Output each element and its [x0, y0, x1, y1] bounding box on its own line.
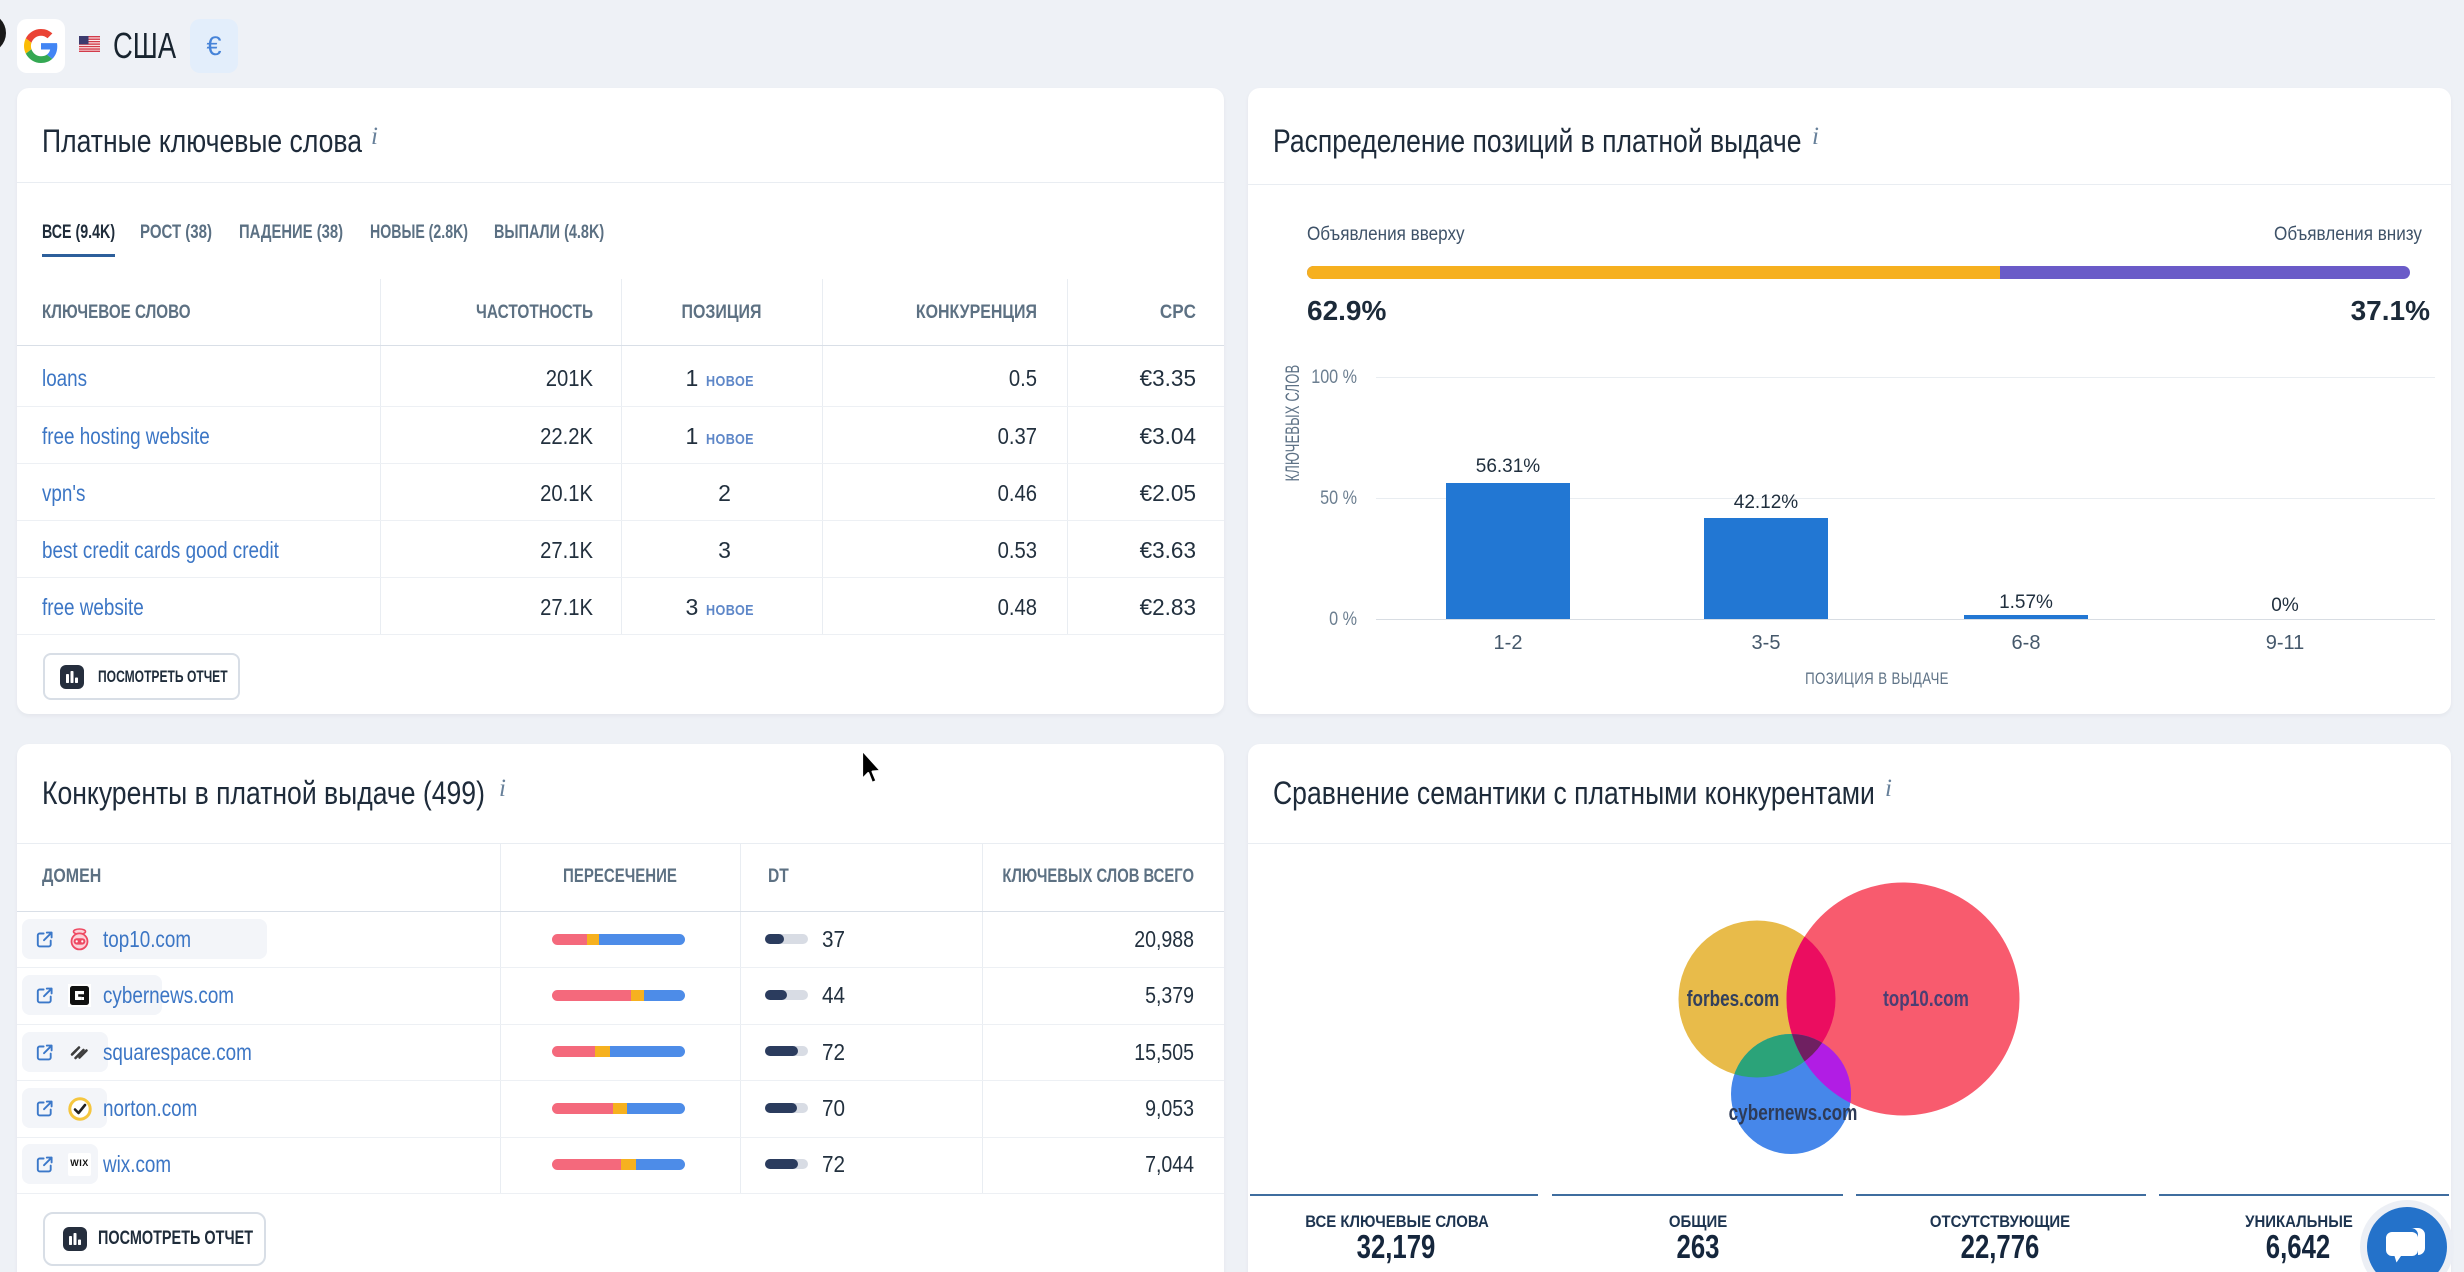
svg-text:cybernews.com: cybernews.com: [1729, 1101, 1858, 1126]
svg-text:forbes.com: forbes.com: [1687, 987, 1779, 1012]
svg-text:top10.com: top10.com: [1883, 987, 1969, 1012]
